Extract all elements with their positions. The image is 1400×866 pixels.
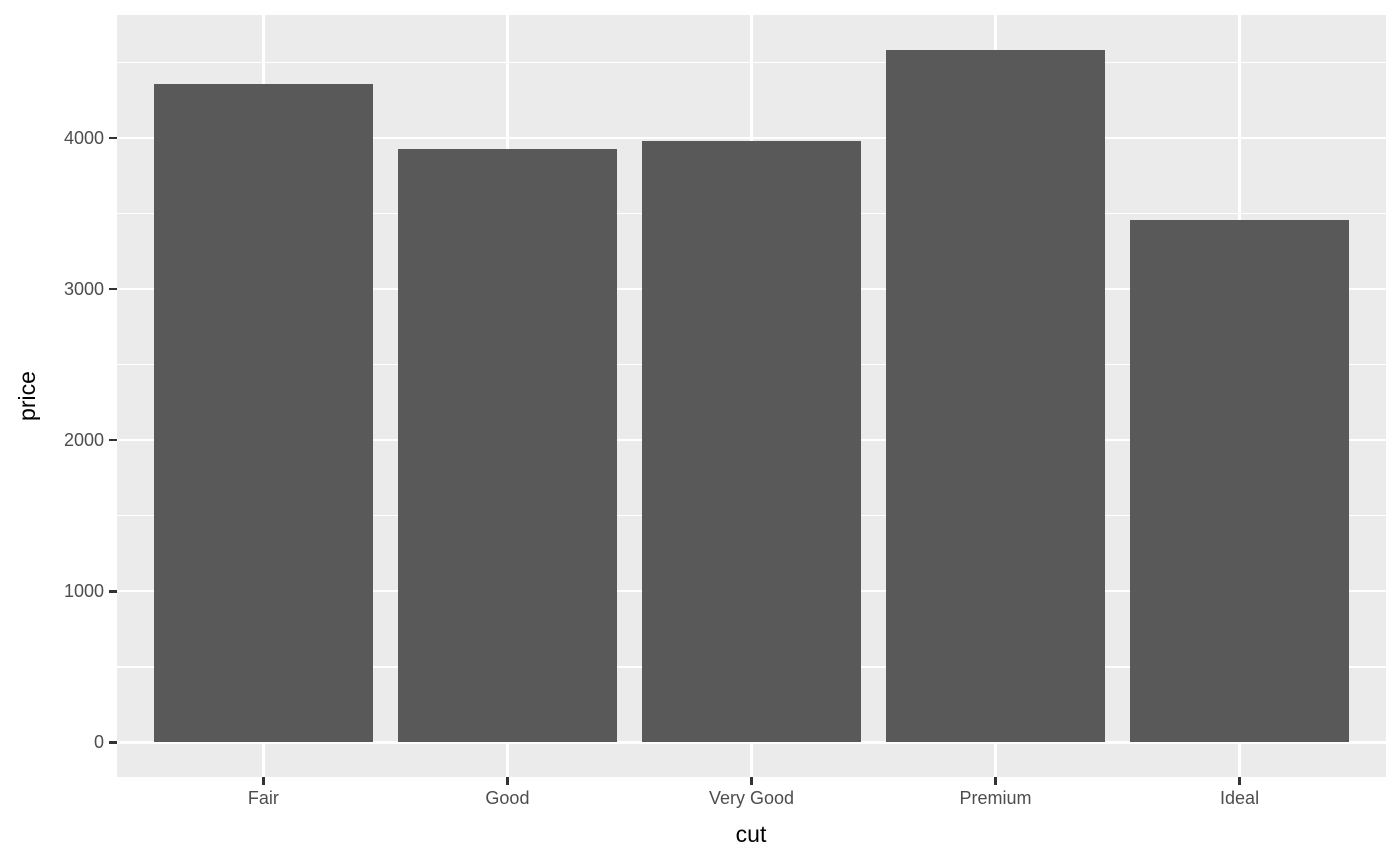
- bar-good: [397, 148, 618, 743]
- x-tick-label-fair: Fair: [247, 788, 279, 808]
- y-tick-mark: [109, 590, 117, 593]
- bar-ideal: [1129, 219, 1350, 743]
- y-axis-title: price: [14, 371, 40, 421]
- x-tick-label-very-good: Very Good: [708, 788, 795, 808]
- bar-premium: [885, 49, 1106, 743]
- y-tick-mark: [109, 741, 117, 744]
- plot-panel: [117, 15, 1386, 777]
- y-tick-label: 2000: [63, 430, 104, 451]
- x-tick-label-premium: Premium: [959, 788, 1032, 808]
- bar-fair: [153, 83, 374, 743]
- x-tick-label-good: Good: [485, 788, 530, 808]
- x-tick-mark: [506, 777, 509, 785]
- x-tick-mark: [262, 777, 265, 785]
- x-axis-title: cut: [735, 821, 767, 847]
- x-tick-label-ideal: Ideal: [1220, 788, 1260, 808]
- x-tick-mark: [750, 777, 753, 785]
- y-tick-mark: [109, 287, 117, 291]
- y-tick-mark: [109, 136, 117, 140]
- y-tick-label: 3000: [63, 279, 104, 300]
- bar-very-good: [641, 140, 862, 743]
- y-tick-label: 0: [93, 732, 104, 753]
- x-tick-mark: [994, 777, 997, 785]
- y-tick-label: 1000: [63, 581, 104, 602]
- y-tick-label: 4000: [63, 127, 104, 148]
- x-tick-mark: [1238, 777, 1241, 785]
- y-tick-mark: [109, 438, 117, 442]
